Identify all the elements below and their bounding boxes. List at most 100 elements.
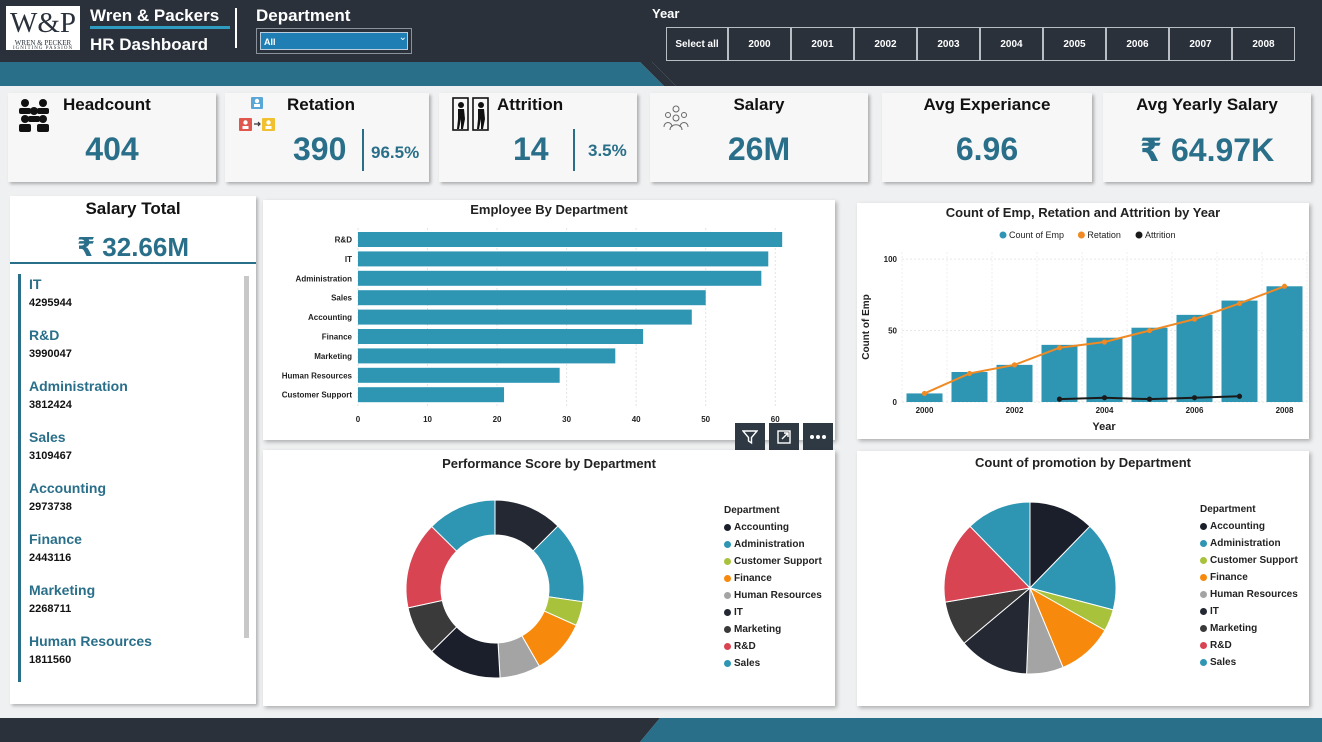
- line-point[interactable]: [1101, 395, 1108, 401]
- bar[interactable]: [906, 393, 943, 402]
- pie-slice[interactable]: [1029, 525, 1117, 611]
- bar[interactable]: [1041, 344, 1078, 402]
- count-by-year-chart: Count of Emp Retation Attrition 0 50 100 2000 2…: [861, 230, 1308, 433]
- filter-icon[interactable]: [735, 423, 765, 451]
- bar[interactable]: [358, 232, 783, 247]
- employee-by-department-panel: Employee By Department 0 10 20 30 40 50 60 R&D I…: [263, 200, 835, 440]
- legend-item[interactable]: Customer Support: [724, 556, 822, 567]
- bar[interactable]: [358, 348, 616, 364]
- bar[interactable]: [1176, 314, 1213, 402]
- line-point[interactable]: [1236, 300, 1243, 307]
- year-button-select-all[interactable]: Select all: [666, 27, 728, 61]
- legend-dot: [1200, 625, 1207, 632]
- bar[interactable]: [358, 251, 769, 267]
- list-item[interactable]: Finance 2443116: [18, 529, 238, 580]
- brand-name: Wren & Packers: [90, 6, 220, 25]
- team-icon: [663, 105, 689, 131]
- legend-item[interactable]: Human Resources: [1200, 589, 1298, 600]
- chevron-down-icon[interactable]: ⌄: [398, 32, 407, 43]
- year-button-2000[interactable]: 2000: [728, 27, 791, 61]
- list-item[interactable]: R&D 3990047: [18, 325, 238, 376]
- bar[interactable]: [358, 367, 560, 383]
- legend-item[interactable]: Accounting: [724, 522, 822, 533]
- year-button-2007[interactable]: 2007: [1169, 27, 1232, 61]
- performance-score-donut-chart: [405, 499, 585, 679]
- line-point[interactable]: [1101, 339, 1108, 345]
- pie-slice[interactable]: [963, 586, 1031, 675]
- line-point[interactable]: [966, 370, 973, 377]
- pie-slice[interactable]: [943, 525, 1032, 603]
- bar[interactable]: [1266, 286, 1303, 402]
- legend-item[interactable]: Sales: [1200, 657, 1298, 668]
- year-button-2005[interactable]: 2005: [1043, 27, 1106, 61]
- legend-item[interactable]: Marketing: [724, 624, 822, 635]
- bar[interactable]: [358, 387, 505, 403]
- bar[interactable]: [1086, 337, 1123, 402]
- pie-slice[interactable]: [969, 501, 1031, 590]
- pie-slice[interactable]: [1029, 501, 1091, 590]
- line-point[interactable]: [1146, 327, 1153, 334]
- legend-item[interactable]: IT: [1200, 606, 1298, 617]
- year-button-2001[interactable]: 2001: [791, 27, 854, 61]
- legend-item[interactable]: Finance: [1200, 572, 1298, 583]
- year-button-2002[interactable]: 2002: [854, 27, 917, 61]
- brand-underline: [90, 26, 230, 29]
- legend-title: Department: [1200, 504, 1256, 515]
- bar[interactable]: [996, 364, 1033, 402]
- list-item[interactable]: Sales 3109467: [18, 427, 238, 478]
- kpi-headcount-title: Headcount: [63, 95, 151, 114]
- line-point[interactable]: [1236, 393, 1243, 399]
- legend-item[interactable]: Customer Support: [1200, 555, 1298, 566]
- year-button-2006[interactable]: 2006: [1106, 27, 1169, 61]
- pie-slice[interactable]: [430, 499, 496, 552]
- y-tick-label: Accounting: [308, 313, 352, 322]
- legend-item[interactable]: Human Resources: [724, 590, 822, 601]
- department-salary: 2443116: [29, 552, 72, 564]
- year-button-2008[interactable]: 2008: [1232, 27, 1295, 61]
- bar[interactable]: [358, 309, 692, 325]
- line-point[interactable]: [921, 390, 928, 397]
- legend-item[interactable]: R&D: [724, 641, 822, 652]
- department-dropdown[interactable]: All ⌄: [256, 28, 412, 54]
- line-point[interactable]: [1191, 395, 1198, 401]
- legend-dot: [724, 626, 731, 633]
- department-name: Marketing: [29, 582, 96, 598]
- year-button-2004[interactable]: 2004: [980, 27, 1043, 61]
- bar[interactable]: [1221, 300, 1258, 402]
- line-point[interactable]: [1056, 345, 1063, 351]
- legend-item[interactable]: Marketing: [1200, 623, 1298, 634]
- legend-item[interactable]: R&D: [1200, 640, 1298, 651]
- line-point[interactable]: [1146, 396, 1153, 402]
- legend-item[interactable]: Administration: [724, 539, 822, 550]
- bar[interactable]: [358, 290, 706, 306]
- line-point[interactable]: [1011, 362, 1018, 368]
- line-point[interactable]: [1056, 396, 1063, 402]
- bar[interactable]: [951, 372, 988, 402]
- legend-item[interactable]: Sales: [724, 658, 822, 669]
- department-name: Finance: [29, 531, 82, 547]
- bar[interactable]: [1131, 327, 1168, 402]
- legend-dot: [1200, 540, 1207, 547]
- more-options-icon[interactable]: [803, 423, 833, 451]
- list-item[interactable]: Human Resources 1811560: [18, 631, 238, 682]
- x-tick-label: 2008: [1276, 406, 1294, 415]
- year-button-2003[interactable]: 2003: [917, 27, 980, 61]
- list-item[interactable]: Marketing 2268711: [18, 580, 238, 631]
- focus-mode-icon[interactable]: [769, 423, 799, 451]
- legend-dot: [1200, 642, 1207, 649]
- legend-item[interactable]: IT: [724, 607, 822, 618]
- line-point[interactable]: [1281, 283, 1288, 289]
- list-item[interactable]: Accounting 2973738: [18, 478, 238, 529]
- line-point[interactable]: [1191, 316, 1198, 322]
- list-item[interactable]: IT 4295944: [18, 274, 238, 325]
- legend-item[interactable]: Finance: [724, 573, 822, 584]
- list-item[interactable]: Administration 3812424: [18, 376, 238, 427]
- legend-item[interactable]: Accounting: [1200, 521, 1298, 532]
- legend-dot: [724, 541, 731, 548]
- user-swap-icon: [239, 97, 275, 131]
- scrollbar[interactable]: [244, 276, 249, 638]
- department-dropdown-value[interactable]: All: [260, 32, 408, 50]
- bar[interactable]: [358, 329, 644, 344]
- legend-item[interactable]: Administration: [1200, 538, 1298, 549]
- bar[interactable]: [358, 270, 762, 286]
